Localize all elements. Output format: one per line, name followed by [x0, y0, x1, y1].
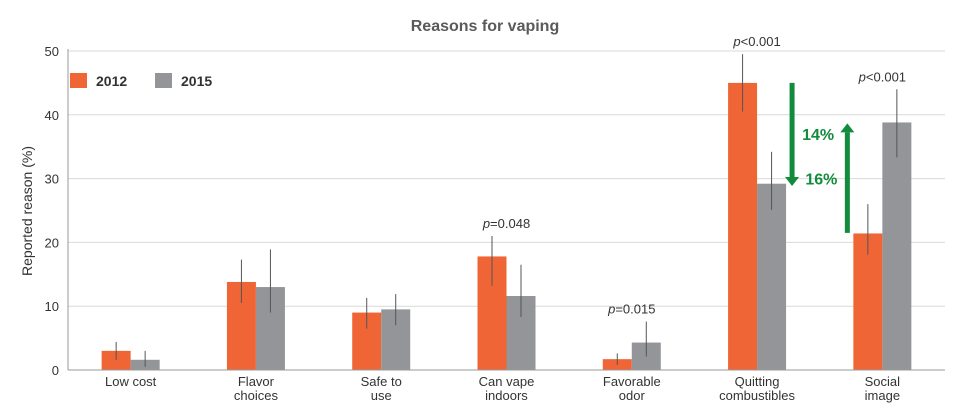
legend-label-2012: 2012: [96, 73, 127, 89]
category-label-6-1: image: [865, 388, 900, 403]
p-value: <0.001: [866, 69, 906, 84]
category-label-1-1: choices: [234, 388, 279, 403]
legend-label-2015: 2015: [181, 73, 212, 89]
legend: 2012 2015: [70, 73, 212, 89]
legend-swatch-2012: [70, 73, 87, 88]
category-label-6-0: Social: [865, 374, 901, 389]
y-tick-label-0: 0: [52, 363, 59, 378]
bar-2012-0: [101, 350, 131, 370]
axes-group: 0 10 20 30 40 50: [45, 44, 945, 378]
bar-2015-6: [882, 122, 912, 371]
legend-swatch-2015: [155, 73, 172, 88]
category-label-0-0: Low cost: [105, 374, 157, 389]
category-label-4-1: odor: [619, 388, 646, 403]
category-label-2-0: Safe to: [361, 374, 402, 389]
p-value-label-0: p=0.048: [482, 216, 530, 231]
p-value-label-3: p<0.001: [858, 69, 906, 84]
p-value: <0.001: [741, 34, 781, 49]
grid-lines: [68, 50, 945, 307]
p-value-label-1: p=0.015: [607, 302, 655, 317]
change-label-0: 14%: [802, 127, 834, 144]
category-label-1-0: Flavor: [238, 374, 275, 389]
change-label-1: 16%: [805, 172, 837, 189]
category-label-3-0: Can vape: [479, 374, 535, 389]
p-value: =0.048: [490, 216, 530, 231]
change-arrow-head-1: [840, 123, 855, 133]
category-label-2-1: use: [371, 388, 392, 403]
y-tick-label-30: 30: [45, 172, 59, 187]
category-label-3-1: indoors: [485, 388, 528, 403]
p-symbol: p: [607, 302, 615, 317]
bar-2015-5: [757, 183, 787, 370]
bar-2012-6: [853, 233, 883, 370]
change-arrow-head-0: [785, 176, 800, 186]
category-label-5-1: combustibles: [719, 388, 795, 403]
chart-title: Reasons for vaping: [411, 18, 559, 35]
p-symbol: p: [482, 216, 490, 231]
y-axis-label: Reported reason (%): [19, 146, 35, 276]
category-label-4-0: Favorable: [603, 374, 661, 389]
bar-2012-5: [728, 82, 758, 371]
p-value: =0.015: [615, 302, 655, 317]
p-symbol: p: [732, 34, 740, 49]
category-label-5-0: Quitting: [735, 374, 780, 389]
p-value-label-2: p<0.001: [732, 34, 780, 49]
change-arrows: 14% 16%: [785, 82, 855, 233]
y-tick-label-10: 10: [45, 299, 59, 314]
error-bars-group: [115, 54, 898, 367]
y-tick-label-20: 20: [45, 235, 59, 250]
y-tick-label-50: 50: [45, 44, 59, 59]
p-symbol: p: [858, 69, 866, 84]
y-tick-label-40: 40: [45, 108, 59, 123]
